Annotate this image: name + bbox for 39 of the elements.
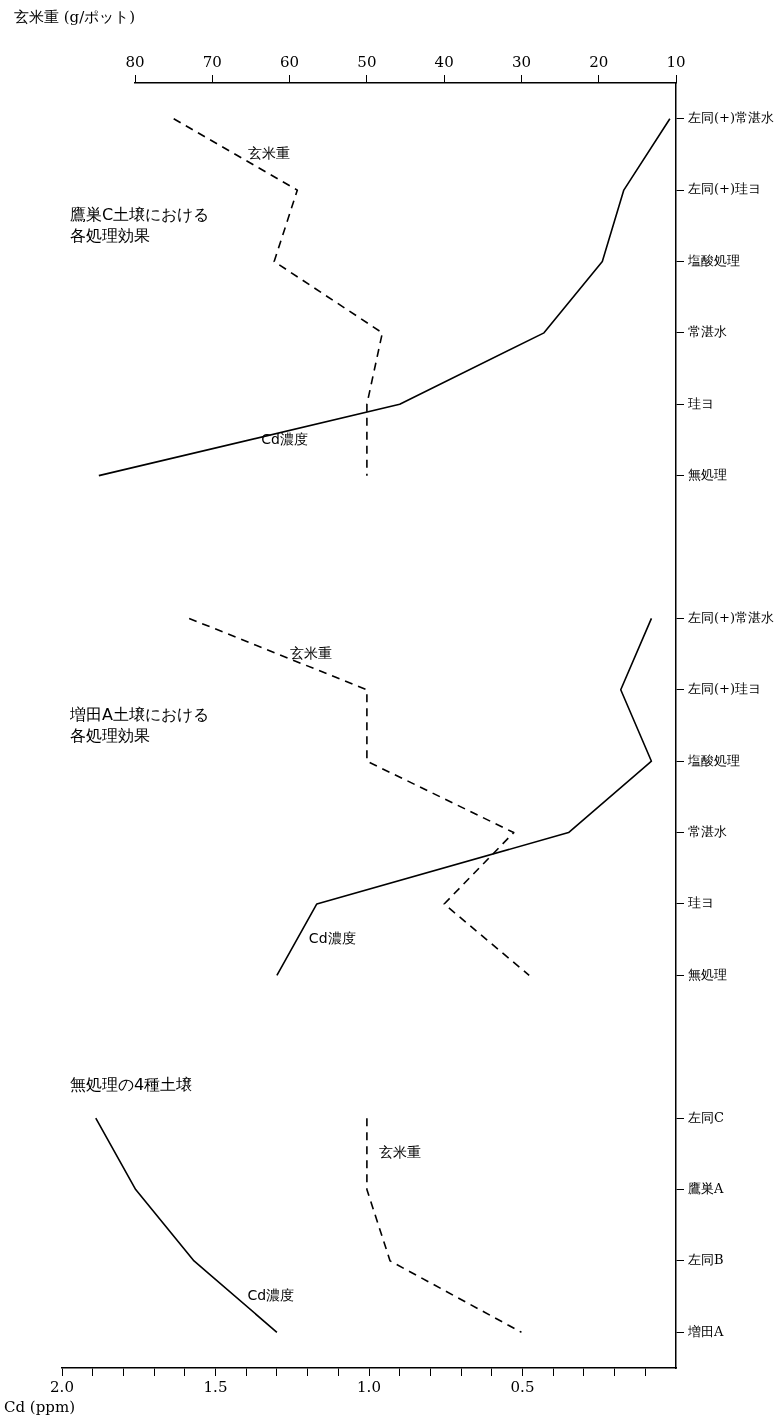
x2-tick-label: 40 — [434, 52, 454, 71]
x-tick-label: 1.5 — [203, 1377, 228, 1396]
y-tick-label: 増田A — [687, 1323, 724, 1339]
x2-tick-label: 50 — [357, 52, 377, 71]
y-tick-label: 左同(+)常湛水 — [688, 609, 774, 625]
x-tick-label: 1.0 — [357, 1377, 381, 1396]
series-label: Cd濃度 — [261, 430, 308, 447]
x2-tick-label: 30 — [511, 52, 531, 71]
y-tick-label: 左同B — [688, 1252, 724, 1268]
x-axis-title: Cd (ppm) — [4, 1398, 75, 1417]
y-tick-label: 鷹巣A — [688, 1180, 724, 1196]
y-tick-label: 左同(+)常湛水 — [688, 110, 774, 126]
y-tick-label: 無処理 — [688, 467, 727, 483]
y-tick-label: 塩酸処理 — [687, 752, 740, 768]
series-label: 玄米重 — [247, 145, 290, 162]
y-tick-label: 左同C — [688, 1109, 724, 1125]
y-tick-label: 塩酸処理 — [687, 252, 740, 268]
x2-tick-label: 60 — [280, 52, 300, 71]
series-label: Cd濃度 — [247, 1287, 295, 1304]
series-label: 玄米重 — [290, 644, 333, 661]
y-tick-label: 常湛水 — [688, 823, 727, 839]
y-tick-label: 常湛水 — [688, 324, 727, 340]
x-tick-label: 2.0 — [50, 1377, 74, 1396]
x2-axis-title: 玄米重 (g/ポット) — [13, 7, 136, 26]
y-tick-label: 珪ヨ — [688, 895, 714, 911]
y-tick-label: 左同(+)珪ヨ — [688, 181, 762, 197]
annotation: 鷹巣C土壌における各処理効果 — [70, 205, 210, 246]
x2-tick-label: 10 — [666, 52, 686, 71]
series-label: 玄米重 — [378, 1144, 421, 1161]
x2-tick-label: 70 — [202, 52, 222, 71]
y-tick-label: 無処理 — [688, 966, 727, 982]
y-tick-label: 珪ヨ — [688, 395, 714, 411]
annotation: 無処理の4種土壌 — [70, 1075, 193, 1095]
series-label: Cd濃度 — [308, 930, 356, 947]
x2-tick-label: 20 — [589, 52, 609, 71]
annotation: 増田A土壌における各処理効果 — [69, 704, 209, 745]
y-tick-label: 左同(+)珪ヨ — [688, 681, 762, 697]
x2-tick-label: 80 — [125, 52, 145, 71]
x-tick-label: 0.5 — [510, 1377, 535, 1396]
